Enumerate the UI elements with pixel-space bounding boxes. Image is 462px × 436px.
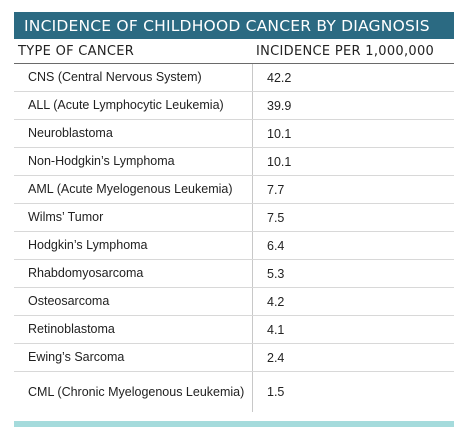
table-row: CNS (Central Nervous System) 42.2 bbox=[14, 64, 454, 92]
cancer-type-cell: Osteosarcoma bbox=[14, 288, 253, 315]
header-divider bbox=[14, 63, 454, 64]
cancer-type-cell: Wilms’ Tumor bbox=[14, 204, 253, 231]
cancer-type-cell: Hodgkin’s Lymphoma bbox=[14, 232, 253, 259]
incidence-value-cell: 2.4 bbox=[267, 350, 285, 365]
table-row: Non-Hodgkin’s Lymphoma 10.1 bbox=[14, 148, 454, 176]
table-row: Osteosarcoma 4.2 bbox=[14, 288, 454, 316]
cancer-type-cell: CML (Chronic Myelogenous Leukemia) bbox=[14, 372, 253, 412]
table-row: Rhabdomyosarcoma 5.3 bbox=[14, 260, 454, 288]
incidence-value-cell: 39.9 bbox=[267, 98, 292, 113]
incidence-value-cell: 7.7 bbox=[267, 182, 285, 197]
incidence-value-cell: 1.5 bbox=[267, 385, 285, 399]
incidence-value-cell: 42.2 bbox=[267, 70, 292, 85]
column-header-type: TYPE OF CANCER bbox=[18, 44, 135, 59]
cancer-type-cell: AML (Acute Myelogenous Leukemia) bbox=[14, 176, 253, 203]
cancer-type-cell: ALL (Acute Lymphocytic Leukemia) bbox=[14, 92, 253, 119]
table-row: Hodgkin’s Lymphoma 6.4 bbox=[14, 232, 454, 260]
cancer-type-cell: Ewing’s Sarcoma bbox=[14, 344, 253, 371]
incidence-value-cell: 4.2 bbox=[267, 294, 285, 309]
title-bar: INCIDENCE OF CHILDHOOD CANCER BY DIAGNOS… bbox=[14, 12, 454, 39]
incidence-value-cell: 4.1 bbox=[267, 322, 285, 337]
incidence-value-cell: 6.4 bbox=[267, 238, 285, 253]
table-row: CML (Chronic Myelogenous Leukemia) 1.5 bbox=[14, 372, 454, 412]
cancer-type-cell: Retinoblastoma bbox=[14, 316, 253, 343]
table-row: AML (Acute Myelogenous Leukemia) 7.7 bbox=[14, 176, 454, 204]
incidence-value-cell: 10.1 bbox=[267, 126, 292, 141]
cancer-type-cell: Neuroblastoma bbox=[14, 120, 253, 147]
incidence-value-cell: 5.3 bbox=[267, 266, 285, 281]
incidence-value-cell: 10.1 bbox=[267, 154, 292, 169]
table-row: Neuroblastoma 10.1 bbox=[14, 120, 454, 148]
table-row: ALL (Acute Lymphocytic Leukemia) 39.9 bbox=[14, 92, 454, 120]
bottom-accent-bar bbox=[14, 421, 454, 427]
table-row: Ewing’s Sarcoma 2.4 bbox=[14, 344, 454, 372]
incidence-value-cell: 7.5 bbox=[267, 210, 285, 225]
table-row: Retinoblastoma 4.1 bbox=[14, 316, 454, 344]
table-body: CNS (Central Nervous System) 42.2 ALL (Acu… bbox=[14, 64, 454, 412]
table-row: Wilms’ Tumor 7.5 bbox=[14, 204, 454, 232]
cancer-type-cell: Rhabdomyosarcoma bbox=[14, 260, 253, 287]
table-title: INCIDENCE OF CHILDHOOD CANCER BY DIAGNOS… bbox=[24, 16, 430, 35]
cancer-type-cell: CNS (Central Nervous System) bbox=[14, 64, 253, 91]
cancer-type-cell: Non-Hodgkin’s Lymphoma bbox=[14, 148, 253, 175]
column-header-incidence: INCIDENCE PER 1,000,000 bbox=[256, 44, 435, 59]
